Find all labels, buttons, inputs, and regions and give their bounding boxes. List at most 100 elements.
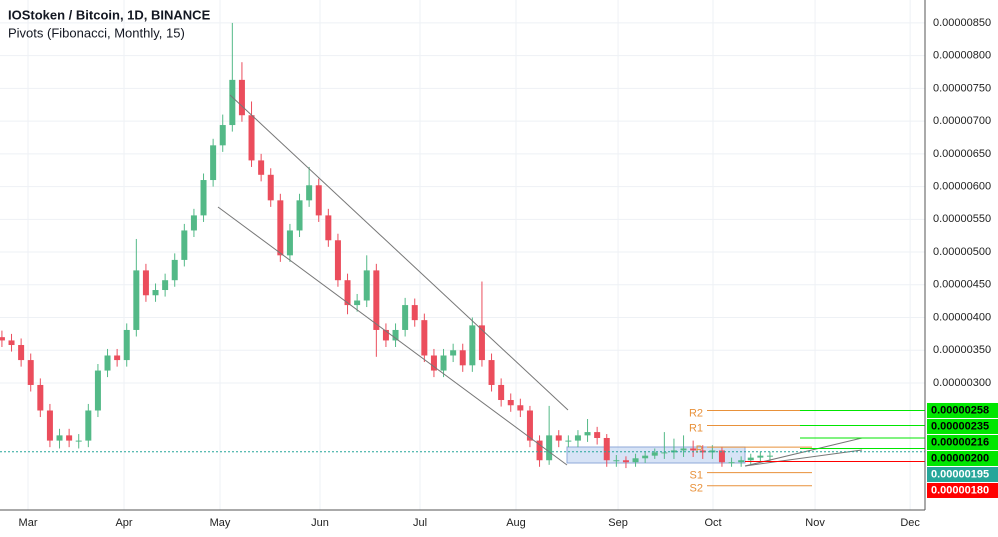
candle-body: [296, 200, 303, 231]
candle-body: [219, 125, 226, 146]
candle-body: [56, 435, 63, 441]
y-tick-label: 0.00000600: [933, 180, 991, 192]
candle-body: [8, 340, 15, 346]
candle-body: [622, 460, 629, 463]
candle-body: [85, 410, 92, 441]
price-label: 0.00000180: [931, 484, 989, 496]
candle-body: [114, 355, 121, 361]
pivot-label: P: [696, 444, 703, 456]
candle-body: [354, 300, 361, 306]
candle-body: [66, 435, 73, 441]
candle-body: [613, 460, 620, 462]
candle-body: [536, 440, 543, 461]
candle-body: [286, 230, 293, 256]
candle-body: [267, 174, 274, 201]
x-tick-label: Oct: [704, 517, 721, 529]
y-tick-label: 0.00000400: [933, 311, 991, 323]
candle-body: [603, 437, 610, 461]
candle-body: [75, 440, 82, 442]
candle-body: [478, 325, 485, 361]
price-label: 0.00000216: [931, 436, 989, 448]
candle-body: [584, 432, 591, 436]
chart-title: IOStoken / Bitcoin, 1D, BINANCE: [8, 7, 211, 22]
candle-body: [27, 360, 34, 385]
y-tick-label: 0.00000700: [933, 115, 991, 127]
y-tick-label: 0.00000650: [933, 148, 991, 160]
x-tick-label: Sep: [608, 517, 628, 529]
candle-body: [517, 405, 524, 411]
y-tick-label: 0.00000550: [933, 213, 991, 225]
pivot-label: R2: [689, 407, 703, 419]
x-tick-label: Aug: [506, 517, 526, 529]
candle-body: [325, 215, 332, 241]
candle-body: [190, 215, 197, 231]
candle-body: [690, 448, 697, 451]
candle-body: [440, 355, 447, 371]
candle-body: [258, 160, 265, 175]
candle-body: [162, 280, 169, 291]
x-tick-label: Dec: [900, 517, 920, 529]
candle-body: [94, 370, 101, 411]
candle-body: [450, 350, 457, 356]
candle-body: [594, 432, 601, 438]
pivot-label: S1: [690, 470, 703, 482]
candle-body: [430, 355, 437, 371]
trend-line: [229, 94, 569, 411]
candle-body: [238, 79, 245, 116]
candle-body: [373, 270, 380, 330]
chart-subtitle: Pivots (Fibonacci, Monthly, 15): [8, 25, 185, 40]
candle-body: [459, 350, 466, 366]
candle-body: [37, 384, 44, 411]
x-tick-label: Apr: [115, 517, 132, 529]
candle-body: [574, 435, 581, 441]
candle-body: [661, 452, 668, 454]
candle-body: [142, 270, 149, 296]
candle-body: [152, 290, 159, 296]
candle-body: [402, 305, 409, 330]
price-label-box: [927, 434, 998, 450]
x-tick-label: Nov: [805, 517, 825, 529]
y-tick-label: 0.00000300: [933, 377, 991, 389]
price-label-box: [927, 466, 998, 482]
candle-body: [200, 180, 207, 216]
candle-body: [632, 458, 639, 463]
x-tick-label: Jun: [311, 517, 329, 529]
price-label-box: [927, 482, 998, 498]
trend-line: [217, 206, 568, 466]
candle-body: [46, 410, 53, 441]
candle-body: [229, 79, 236, 126]
price-label: 0.00000195: [931, 468, 989, 480]
y-tick-label: 0.00000450: [933, 279, 991, 291]
candle-body: [181, 230, 188, 260]
y-tick-label: 0.00000350: [933, 344, 991, 356]
pivot-label: S2: [690, 483, 703, 495]
candle-body: [738, 460, 745, 463]
candle-body: [123, 329, 130, 361]
candle-body: [498, 384, 505, 401]
candle-body: [507, 400, 514, 406]
candle-body: [334, 240, 341, 281]
candle-body: [104, 355, 111, 371]
candle-body: [344, 280, 351, 306]
candle-body: [642, 455, 649, 459]
price-label: 0.00000258: [931, 404, 989, 416]
candle-body: [555, 435, 562, 441]
candle-body: [210, 145, 217, 181]
price-label-box: [927, 418, 998, 434]
candle-body: [315, 185, 322, 216]
y-tick-label: 0.00000850: [933, 17, 991, 29]
candle-body: [306, 185, 313, 201]
candle-body: [411, 305, 418, 321]
price-label-box: [927, 402, 998, 418]
x-tick-label: May: [210, 517, 231, 529]
candle-body: [277, 200, 284, 256]
candle-body: [680, 448, 687, 451]
x-tick-label: Jul: [413, 517, 427, 529]
y-tick-label: 0.00000500: [933, 246, 991, 258]
candle-body: [728, 462, 735, 464]
price-label: 0.00000235: [931, 420, 989, 432]
candle-body: [421, 320, 428, 356]
candle-body: [766, 455, 773, 457]
